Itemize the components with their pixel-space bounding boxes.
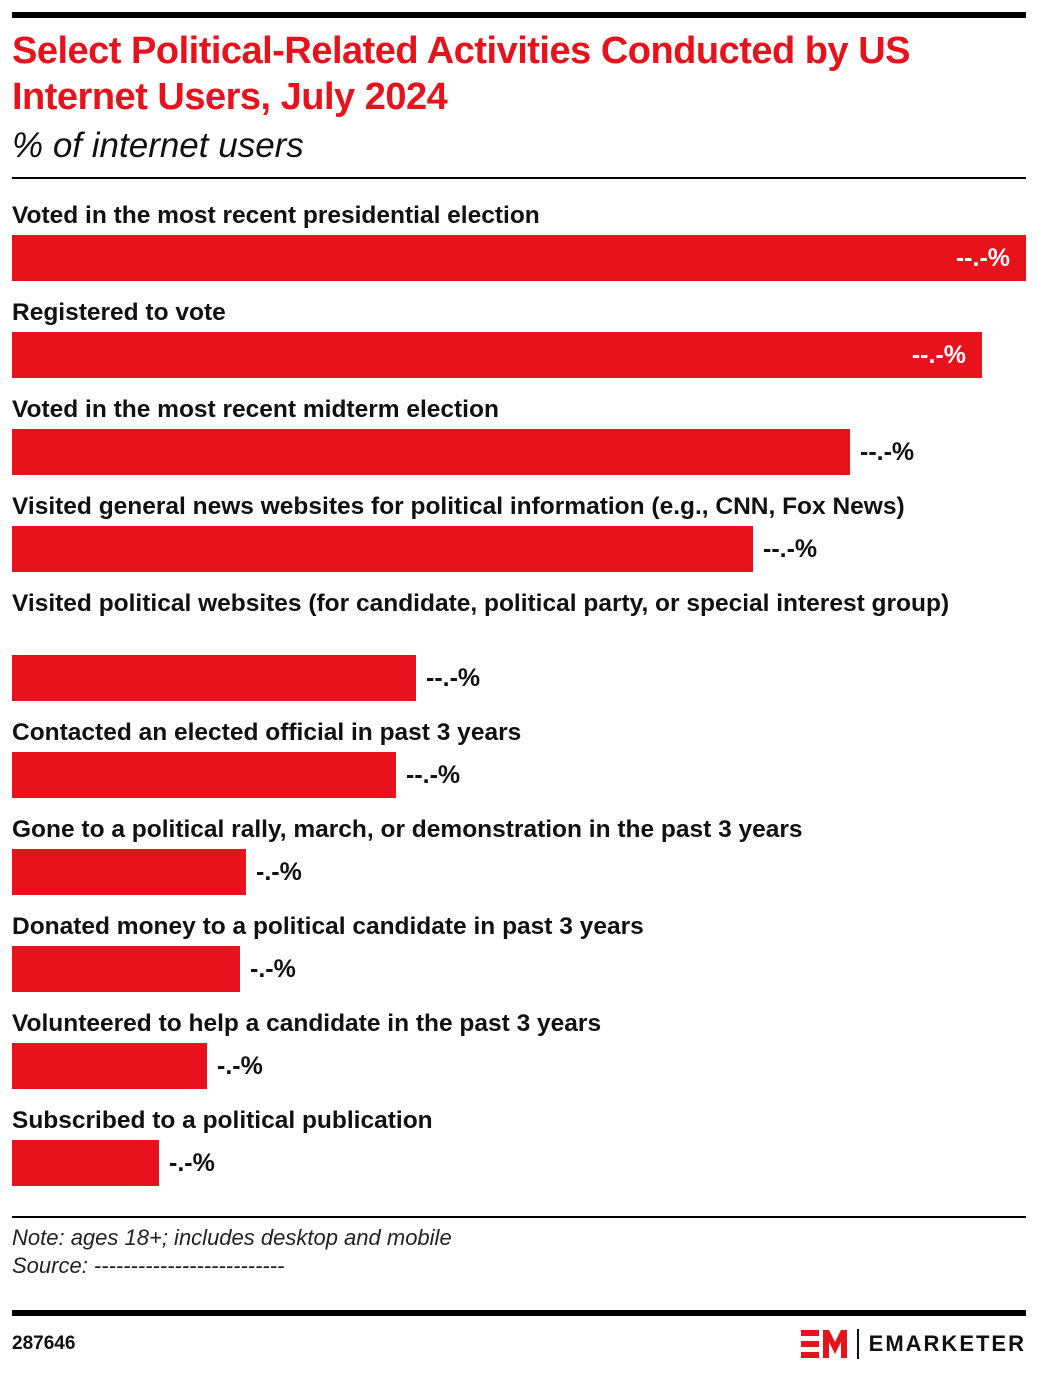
category-label: Visited political websites (for candidat…: [12, 590, 950, 617]
bottom-rule: [12, 1310, 1026, 1316]
value-label: --.-%: [426, 664, 481, 692]
brand-lockup: EMARKETER: [800, 1326, 1026, 1362]
bar: [12, 235, 1026, 281]
header-divider: [12, 177, 1026, 179]
bar: [12, 1043, 207, 1089]
value-label: --.-%: [763, 535, 818, 563]
bar: [12, 849, 246, 895]
value-label: -.-%: [169, 1149, 215, 1177]
bar: [12, 655, 416, 701]
chart-subtitle: % of internet users: [12, 126, 304, 165]
category-label: Volunteered to help a candidate in the p…: [12, 1010, 602, 1037]
emarketer-logo-icon: [800, 1330, 847, 1358]
chart-note: Note: ages 18+; includes desktop and mob…: [12, 1225, 452, 1250]
bar: [12, 946, 240, 992]
category-label: Registered to vote: [12, 299, 226, 326]
value-label: -.-%: [217, 1052, 263, 1080]
category-label: Visited general news websites for politi…: [12, 493, 905, 520]
value-label: --.-%: [955, 244, 1010, 272]
chart-id: 287646: [12, 1333, 76, 1354]
footer-divider: [12, 1216, 1026, 1218]
value-label: -.-%: [256, 858, 302, 886]
bar: [12, 752, 396, 798]
brand-divider: [856, 1329, 859, 1359]
value-label: --.-%: [406, 761, 461, 789]
bar: [12, 526, 753, 572]
category-label: Donated money to a political candidate i…: [12, 913, 644, 940]
chart-source: Source: --------------------------: [12, 1253, 285, 1278]
value-label: --.-%: [911, 341, 966, 369]
category-label: Subscribed to a political publication: [12, 1107, 433, 1134]
brand-name: EMARKETER: [868, 1331, 1026, 1356]
category-label: Voted in the most recent presidential el…: [12, 202, 540, 229]
bar: [12, 1140, 159, 1186]
bar: [12, 429, 850, 475]
top-rule: [12, 12, 1026, 18]
category-label: Contacted an elected official in past 3 …: [12, 719, 522, 746]
category-label: Gone to a political rally, march, or dem…: [12, 816, 803, 843]
category-label: Voted in the most recent midterm electio…: [12, 396, 499, 423]
chart-title: Select Political-Related Activities Cond…: [12, 30, 911, 118]
value-label: --.-%: [860, 438, 915, 466]
bar: [12, 332, 982, 378]
bar-chart: Voted in the most recent presidential el…: [12, 200, 1026, 1200]
value-label: -.-%: [250, 955, 296, 983]
